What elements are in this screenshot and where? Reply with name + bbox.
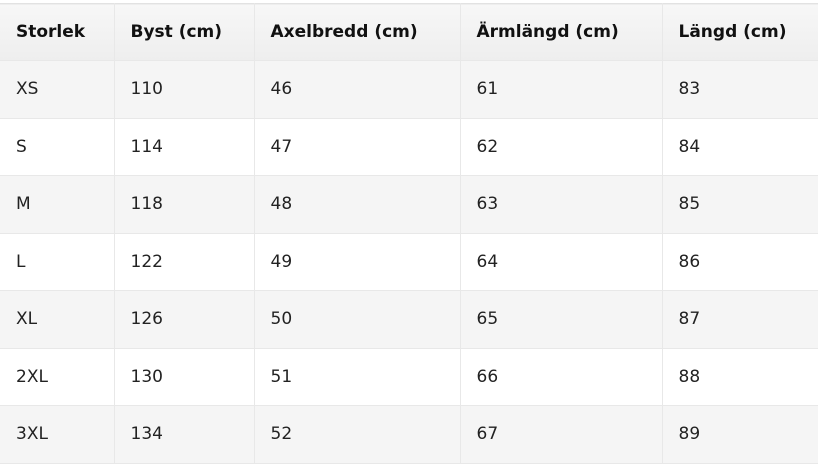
header-cell: Ärmlängd (cm) [460,3,663,61]
size-cell: L [0,233,115,291]
measure-cell: 48 [254,175,461,234]
size-cell: 3XL [0,405,115,464]
measure-cell: 50 [254,290,461,349]
header-row: Storlek Byst (cm) Axelbredd (cm) Ärmlängd (… [0,3,818,61]
size-cell: XL [0,290,115,349]
table-body: XS 110 46 61 83 S 114 47 62 84 M 118 48 63 85 L 122 49 64 8… [0,60,818,464]
measure-cell: 118 [114,175,255,234]
measure-cell: 64 [460,233,663,291]
table-header: Storlek Byst (cm) Axelbredd (cm) Ärmlängd (… [0,3,818,61]
size-cell: S [0,118,115,176]
measure-cell: 86 [662,233,818,291]
size-cell: 2XL [0,348,115,406]
measure-cell: 66 [460,348,663,406]
size-cell: XS [0,60,115,119]
measure-cell: 49 [254,233,461,291]
measure-cell: 62 [460,118,663,176]
measure-cell: 126 [114,290,255,349]
size-table: Storlek Byst (cm) Axelbredd (cm) Ärmlängd (… [0,3,818,464]
measure-cell: 51 [254,348,461,406]
measure-cell: 65 [460,290,663,349]
header-cell: Byst (cm) [114,3,255,61]
measure-cell: 84 [662,118,818,176]
measure-cell: 89 [662,405,818,464]
table-row: S 114 47 62 84 [0,118,818,176]
table-row: XL 126 50 65 87 [0,290,818,349]
header-cell: Längd (cm) [662,3,818,61]
table-row: 3XL 134 52 67 89 [0,405,818,464]
measure-cell: 85 [662,175,818,234]
table-row: XS 110 46 61 83 [0,60,818,119]
measure-cell: 67 [460,405,663,464]
table-row: M 118 48 63 85 [0,175,818,234]
measure-cell: 83 [662,60,818,119]
table-row: L 122 49 64 86 [0,233,818,291]
measure-cell: 63 [460,175,663,234]
measure-cell: 110 [114,60,255,119]
measure-cell: 52 [254,405,461,464]
measure-cell: 122 [114,233,255,291]
table-row: 2XL 130 51 66 88 [0,348,818,406]
size-cell: M [0,175,115,234]
measure-cell: 114 [114,118,255,176]
measure-cell: 61 [460,60,663,119]
header-cell: Storlek [0,3,115,61]
measure-cell: 134 [114,405,255,464]
measure-cell: 46 [254,60,461,119]
header-cell: Axelbredd (cm) [254,3,461,61]
measure-cell: 88 [662,348,818,406]
measure-cell: 130 [114,348,255,406]
measure-cell: 87 [662,290,818,349]
measure-cell: 47 [254,118,461,176]
